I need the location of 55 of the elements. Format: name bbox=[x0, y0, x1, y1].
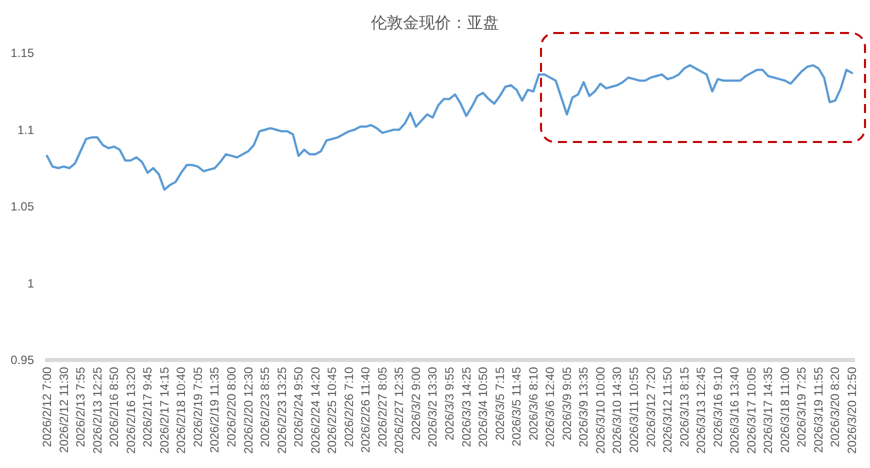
y-tick-label: 1.15 bbox=[10, 46, 34, 60]
x-tick-label: 2026/2/26 11:40 bbox=[358, 366, 373, 453]
x-tick-label: 2026/2/27 12:35 bbox=[392, 366, 406, 454]
x-tick-label: 2026/3/10 14:30 bbox=[610, 366, 624, 454]
x-tick-label: 2026/2/25 10:45 bbox=[325, 366, 340, 454]
x-tick-label: 2026/3/18 11:00 bbox=[778, 366, 792, 453]
x-tick-label: 2026/3/6 8:10 bbox=[526, 366, 540, 440]
x-tick-label: 2026/3/5 11:45 bbox=[510, 366, 524, 446]
x-tick-label: 2026/3/3 14:25 bbox=[459, 366, 474, 448]
x-tick-label: 2026/3/16 13:40 bbox=[728, 366, 742, 454]
x-tick-label: 2026/2/27 8:05 bbox=[375, 366, 390, 448]
x-tick-label: 2026/3/3 9:55 bbox=[442, 366, 456, 440]
y-tick-label: 1.05 bbox=[10, 200, 34, 214]
x-tick-label: 2026/2/26 7:10 bbox=[342, 366, 356, 448]
x-tick-label: 2026/2/20 8:00 bbox=[224, 366, 238, 448]
x-tick-label: 2026/3/5 7:15 bbox=[492, 366, 507, 440]
x-tick-label: 2026/2/20 12:30 bbox=[241, 366, 256, 454]
x-tick-label: 2026/2/16 13:20 bbox=[124, 366, 138, 454]
x-tick-label: 2026/3/10 10:00 bbox=[593, 366, 608, 454]
x-tick-label: 2026/3/11 10:55 bbox=[626, 366, 641, 453]
x-tick-label: 2026/3/17 14:35 bbox=[761, 366, 776, 454]
x-tick-label: 2026/2/16 8:50 bbox=[107, 366, 122, 448]
x-tick-label: 2026/3/13 12:45 bbox=[694, 366, 708, 454]
x-tick-label: 2026/3/20 8:20 bbox=[828, 366, 842, 448]
x-tick-label: 2026/3/9 13:35 bbox=[576, 366, 591, 448]
x-tick-label: 2026/3/4 10:50 bbox=[476, 366, 490, 448]
x-tick-label: 2026/3/9 9:05 bbox=[560, 366, 574, 440]
x-tick-label: 2026/3/6 12:40 bbox=[543, 366, 558, 448]
x-tick-label: 2026/3/2 13:30 bbox=[426, 366, 440, 448]
x-tick-label: 2026/3/17 10:05 bbox=[744, 366, 758, 454]
x-tick-label: 2026/3/13 8:15 bbox=[677, 366, 692, 448]
x-tick-label: 2026/2/13 7:55 bbox=[74, 366, 88, 448]
x-tick-label: 2026/3/12 7:20 bbox=[644, 366, 658, 448]
x-tick-label: 2026/2/18 10:40 bbox=[174, 366, 188, 454]
y-tick-label: 1.1 bbox=[17, 122, 34, 137]
x-tick-label: 2026/2/19 11:35 bbox=[208, 366, 222, 453]
x-tick-label: 2026/2/17 9:45 bbox=[140, 366, 155, 448]
x-tick-label: 2026/3/2 9:00 bbox=[408, 366, 423, 440]
x-tick-label: 2026/2/12 7:00 bbox=[40, 366, 54, 448]
x-tick-label: 2026/2/19 7:05 bbox=[190, 366, 205, 448]
x-tick-label: 2026/3/19 11:55 bbox=[811, 366, 826, 453]
x-tick-label: 2026/3/20 12:50 bbox=[845, 366, 859, 454]
x-tick-label: 2026/3/12 11:50 bbox=[660, 366, 675, 453]
x-tick-label: 2026/2/23 13:25 bbox=[274, 366, 289, 454]
x-tick-label: 2026/2/17 14:15 bbox=[157, 366, 172, 454]
x-tick-label: 2026/2/12 11:30 bbox=[56, 366, 71, 453]
x-tick-label: 2026/2/13 12:25 bbox=[90, 366, 104, 454]
x-tick-label: 2026/2/24 14:20 bbox=[308, 366, 322, 454]
y-tick-label: 1 bbox=[27, 276, 34, 290]
y-tick-label: 0.95 bbox=[10, 353, 34, 367]
chart-title: 伦敦金现价：亚盘 bbox=[371, 13, 499, 32]
x-tick-label: 2026/2/24 9:50 bbox=[292, 366, 306, 448]
x-tick-label: 2026/2/23 8:55 bbox=[258, 366, 272, 448]
x-tick-label: 2026/3/16 9:10 bbox=[710, 366, 725, 448]
x-tick-label: 2026/3/19 7:25 bbox=[794, 366, 809, 448]
